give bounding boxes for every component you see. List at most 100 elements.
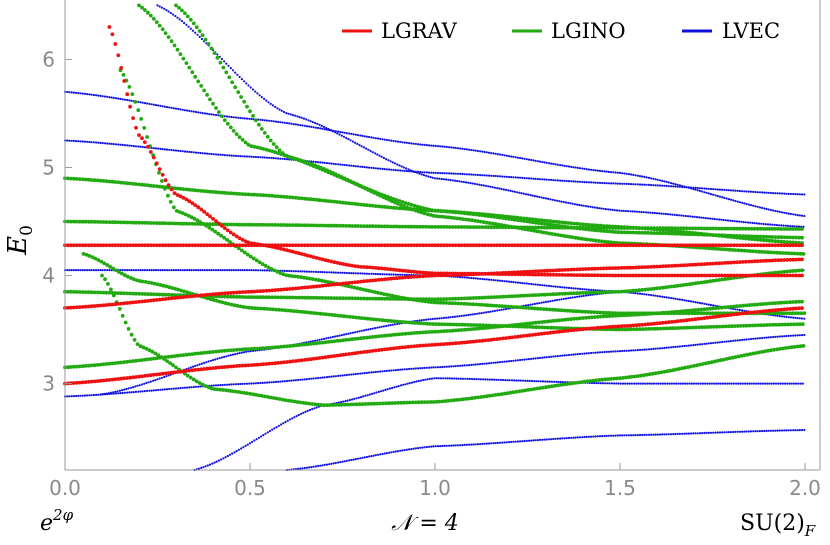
- data-point: [279, 157, 282, 160]
- data-point: [510, 280, 513, 283]
- data-point: [652, 326, 657, 331]
- data-point: [666, 311, 670, 316]
- data-point: [787, 334, 790, 337]
- data-point: [790, 311, 795, 316]
- data-point: [273, 223, 278, 227]
- data-point: [621, 376, 625, 380]
- data-point: [280, 109, 283, 112]
- data-point: [224, 456, 227, 459]
- data-point: [154, 147, 158, 150]
- data-point: [323, 355, 328, 360]
- data-point: [507, 360, 511, 363]
- data-point: [191, 365, 195, 368]
- data-point: [259, 269, 262, 272]
- data-point: [592, 181, 595, 184]
- data-point: [541, 356, 544, 359]
- data-point: [497, 304, 502, 308]
- data-point: [305, 295, 310, 300]
- data-point: [521, 219, 526, 223]
- data-point: [421, 446, 424, 449]
- data-point: [479, 395, 483, 399]
- data-point: [706, 246, 711, 251]
- data-point: [787, 429, 790, 432]
- data-point: [602, 207, 605, 210]
- data-point: [722, 218, 725, 222]
- data-point: [534, 325, 539, 330]
- data-point: [689, 364, 693, 369]
- data-point: [786, 345, 791, 350]
- data-point: [146, 280, 151, 285]
- data-point: [758, 222, 761, 225]
- data-point: [558, 326, 562, 330]
- data-point: [374, 370, 377, 374]
- data-point: [503, 304, 508, 309]
- data-point: [502, 223, 507, 228]
- data-point: [122, 220, 127, 225]
- data-point: [294, 270, 297, 273]
- data-point: [83, 380, 88, 384]
- data-point: [242, 391, 247, 395]
- data-point: [534, 159, 537, 162]
- data-point: [402, 400, 406, 405]
- data-point: [160, 221, 165, 226]
- data-point: [157, 170, 161, 175]
- data-point: [345, 164, 348, 167]
- data-point: [308, 377, 311, 380]
- data-point: [559, 380, 562, 384]
- data-point: [288, 344, 292, 348]
- data-point: [344, 296, 349, 301]
- data-point: [542, 301, 545, 304]
- data-point: [601, 229, 606, 233]
- data-point: [321, 376, 324, 379]
- data-point: [222, 118, 227, 122]
- data-point: [721, 340, 724, 344]
- data-point: [578, 226, 582, 231]
- data-point: [778, 335, 781, 338]
- data-point: [436, 342, 440, 347]
- data-point: [359, 224, 363, 229]
- data-point: [353, 337, 357, 341]
- data-point: [721, 188, 724, 191]
- data-point: [362, 265, 366, 269]
- data-point: [225, 348, 230, 353]
- data-point: [159, 355, 164, 359]
- data-point: [86, 394, 89, 397]
- data-point: [690, 382, 693, 385]
- data-point: [731, 219, 734, 222]
- data-point: [760, 350, 764, 354]
- data-point: [202, 350, 207, 355]
- data-point: [319, 165, 323, 170]
- data-point: [185, 14, 190, 19]
- data-point: [172, 43, 177, 48]
- data-point: [800, 306, 804, 310]
- data-point: [243, 382, 246, 385]
- data-point: [609, 208, 612, 211]
- data-point: [307, 119, 310, 122]
- data-point: [561, 326, 565, 330]
- data-point: [521, 157, 524, 160]
- data-point: [433, 342, 437, 347]
- data-point: [449, 179, 452, 182]
- data-point: [570, 180, 573, 183]
- data-point: [527, 439, 531, 442]
- data-point: [112, 96, 115, 99]
- data-point: [643, 348, 646, 351]
- data-point: [683, 185, 686, 188]
- data-point: [553, 232, 557, 237]
- data-point: [696, 189, 699, 192]
- data-point: [138, 344, 143, 349]
- data-point: [661, 382, 665, 385]
- data-point: [470, 396, 474, 401]
- data-point: [306, 310, 311, 315]
- data-point: [785, 300, 790, 305]
- data-point: [774, 322, 778, 327]
- data-point: [456, 315, 459, 318]
- data-point: [440, 177, 443, 181]
- data-point: [430, 322, 435, 326]
- data-point: [290, 122, 293, 125]
- data-point: [650, 294, 653, 297]
- data-point: [669, 213, 672, 216]
- data-point: [604, 314, 609, 319]
- data-point: [618, 376, 622, 381]
- data-point: [101, 95, 104, 98]
